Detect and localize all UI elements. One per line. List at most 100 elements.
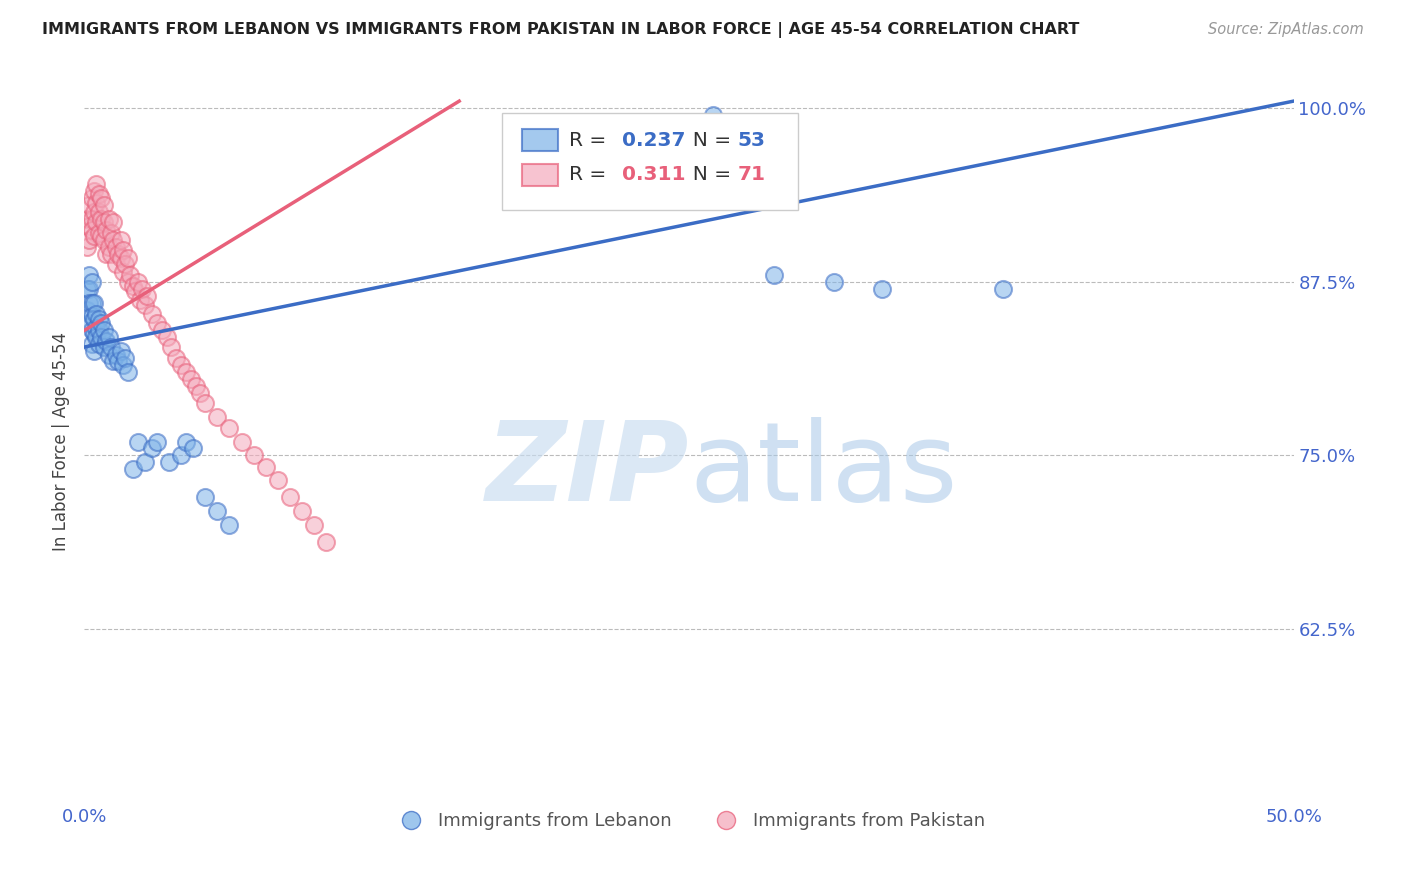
- Point: [80, 223, 103, 237]
- Point: [165, 351, 187, 366]
- Point: [97, 348, 120, 362]
- Point: [823, 275, 845, 289]
- Point: [93, 340, 115, 354]
- Point: [267, 474, 290, 488]
- Point: [291, 504, 314, 518]
- Point: [110, 233, 132, 247]
- Point: [86, 320, 108, 334]
- Text: N =: N =: [681, 165, 738, 185]
- Text: ZIP: ZIP: [485, 417, 689, 524]
- Point: [103, 233, 125, 247]
- Point: [181, 442, 204, 456]
- Point: [121, 462, 143, 476]
- Point: [112, 265, 135, 279]
- Point: [184, 379, 207, 393]
- Point: [83, 205, 105, 219]
- Point: [77, 295, 100, 310]
- Point: [190, 385, 212, 400]
- Point: [117, 275, 139, 289]
- Point: [93, 198, 115, 212]
- Point: [103, 354, 125, 368]
- Text: R =: R =: [569, 165, 619, 185]
- Point: [157, 455, 180, 469]
- Point: [174, 365, 197, 379]
- Point: [180, 372, 202, 386]
- Point: [97, 212, 120, 227]
- Point: [94, 223, 117, 237]
- Point: [129, 293, 152, 307]
- Point: [90, 212, 112, 227]
- Point: [76, 240, 98, 254]
- Point: [104, 257, 127, 271]
- Point: [90, 228, 112, 243]
- FancyBboxPatch shape: [522, 164, 558, 186]
- Point: [174, 434, 197, 449]
- Point: [136, 288, 159, 302]
- Point: [83, 344, 105, 359]
- Point: [112, 243, 135, 257]
- Point: [86, 195, 108, 210]
- Point: [131, 282, 153, 296]
- Point: [124, 285, 146, 299]
- Point: [160, 340, 183, 354]
- Point: [146, 434, 169, 449]
- Point: [87, 205, 110, 219]
- Point: [94, 247, 117, 261]
- Point: [87, 337, 110, 351]
- Point: [100, 247, 122, 261]
- Point: [872, 282, 894, 296]
- Point: [114, 351, 136, 366]
- Point: [110, 344, 132, 359]
- Point: [90, 330, 112, 344]
- Point: [134, 298, 156, 312]
- Point: [110, 251, 132, 265]
- Point: [77, 233, 100, 247]
- Point: [112, 358, 135, 372]
- Point: [702, 108, 724, 122]
- Point: [762, 268, 785, 282]
- Text: atlas: atlas: [689, 417, 957, 524]
- Point: [77, 268, 100, 282]
- Point: [141, 442, 163, 456]
- Point: [77, 282, 100, 296]
- FancyBboxPatch shape: [502, 112, 797, 211]
- Point: [242, 449, 264, 463]
- Point: [80, 323, 103, 337]
- Point: [194, 395, 217, 409]
- Point: [170, 358, 193, 372]
- Text: IMMIGRANTS FROM LEBANON VS IMMIGRANTS FROM PAKISTAN IN LABOR FORCE | AGE 45-54 C: IMMIGRANTS FROM LEBANON VS IMMIGRANTS FR…: [42, 22, 1080, 38]
- Point: [117, 365, 139, 379]
- Point: [302, 517, 325, 532]
- Point: [87, 226, 110, 240]
- Point: [170, 449, 193, 463]
- Point: [155, 330, 177, 344]
- Point: [93, 323, 115, 337]
- Text: R =: R =: [569, 131, 613, 150]
- Point: [207, 504, 229, 518]
- Text: 0.311: 0.311: [623, 165, 686, 185]
- Point: [90, 191, 112, 205]
- Point: [315, 534, 337, 549]
- Point: [100, 340, 122, 354]
- Point: [117, 251, 139, 265]
- Point: [83, 326, 105, 341]
- Point: [194, 490, 217, 504]
- Point: [93, 233, 115, 247]
- Point: [146, 317, 169, 331]
- Point: [127, 275, 149, 289]
- Point: [80, 212, 103, 227]
- Point: [77, 317, 100, 331]
- Point: [104, 240, 127, 254]
- Point: [254, 459, 277, 474]
- Text: 0.237: 0.237: [623, 131, 686, 150]
- Point: [134, 455, 156, 469]
- Point: [77, 198, 100, 212]
- Point: [278, 490, 301, 504]
- Point: [76, 302, 98, 317]
- Text: 53: 53: [737, 131, 765, 150]
- Point: [80, 275, 103, 289]
- Point: [76, 212, 98, 227]
- Point: [86, 178, 108, 192]
- Point: [83, 228, 105, 243]
- Text: Source: ZipAtlas.com: Source: ZipAtlas.com: [1208, 22, 1364, 37]
